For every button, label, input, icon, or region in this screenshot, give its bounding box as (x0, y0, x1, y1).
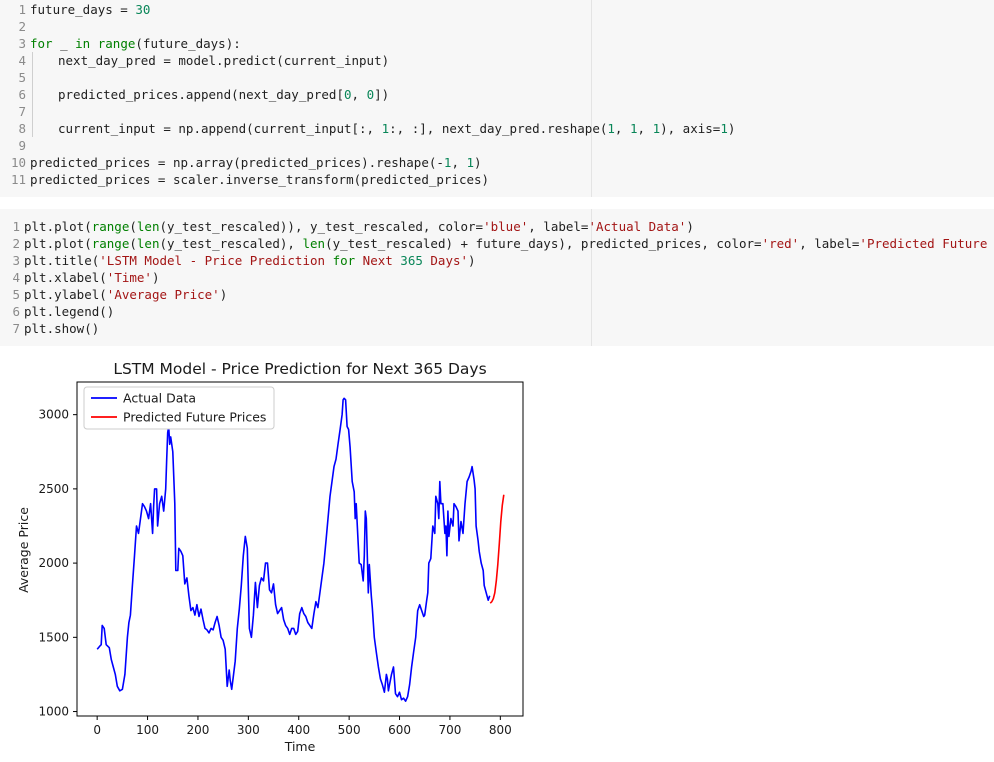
code-line: 7 (0, 103, 58, 120)
code-line: 5 plt.ylabel('Average Price') (12, 287, 228, 302)
x-tick-label: 300 (237, 723, 260, 737)
code-line: 4 next_day_pred = model.predict(current_i… (18, 52, 390, 69)
x-tick-label: 100 (136, 723, 159, 737)
output-line-chart: LSTM Model - Price Prediction for Next 3… (16, 360, 524, 754)
code-cell-2[interactable]: 1 plt.plot(range(len(y_test_rescaled)), y… (0, 209, 994, 346)
code-line: 3 plt.title('LSTM Model - Price Predictio… (12, 253, 476, 268)
line-length-guide (591, 209, 592, 346)
actual-data-line (96, 397, 491, 703)
code-line: 9 (18, 138, 26, 153)
code-line: 8 current_input = np.append(current_input… (18, 120, 736, 137)
indent-guide (32, 52, 33, 69)
code-line: 3 for _ in range(future_days): (18, 36, 241, 51)
x-tick-label: 700 (438, 723, 461, 737)
code-line: 5 (0, 69, 58, 86)
predicted-prices-line (489, 494, 505, 604)
chart-title: LSTM Model - Price Prediction for Next 3… (113, 360, 486, 378)
code-line: 4 plt.xlabel('Time') (12, 270, 160, 285)
indent-guide (32, 120, 33, 137)
x-tick-label: 400 (287, 723, 310, 737)
y-tick-label: 2000 (38, 556, 69, 570)
legend-box (83, 386, 275, 430)
legend-label: Predicted Future Prices (123, 410, 266, 425)
line-length-guide (591, 0, 592, 197)
plot-frame (76, 381, 524, 717)
x-tick-label: 500 (338, 723, 361, 737)
x-tick-label: 800 (489, 723, 512, 737)
code-line: 2 plt.plot(range(len(y_test_rescaled), le… (12, 236, 988, 251)
y-tick-label: 1500 (38, 630, 69, 644)
code-line: 6 plt.legend() (12, 304, 115, 319)
legend-label: Actual Data (123, 391, 196, 406)
x-tick-label: 600 (388, 723, 411, 737)
indent-guide (32, 103, 33, 120)
indent-guide (32, 69, 33, 86)
code-line: 6 predicted_prices.append(next_day_pred[0… (18, 86, 390, 103)
y-tick-label: 1000 (38, 705, 69, 719)
code-line: 1 future_days = 30 (18, 2, 151, 17)
y-axis-label: Average Price (16, 507, 31, 593)
code-cell-1[interactable]: 1 future_days = 30 2 3 for _ in range(futu… (0, 0, 994, 197)
y-tick-label: 3000 (38, 408, 69, 422)
code-line: 2 (18, 19, 26, 34)
code-line: 7 plt.show() (12, 321, 100, 336)
code-line: 11 predicted_prices = scaler.inverse_tran… (10, 172, 490, 187)
code-line: 1 plt.plot(range(len(y_test_rescaled)), y… (12, 219, 694, 234)
x-tick-label: 200 (186, 723, 209, 737)
x-axis-label: Time (284, 739, 316, 754)
y-tick-label: 2500 (38, 482, 69, 496)
x-tick-label: 0 (93, 723, 101, 737)
code-line: 10 predicted_prices = np.array(predicted_… (10, 155, 482, 170)
indent-guide (32, 86, 33, 103)
